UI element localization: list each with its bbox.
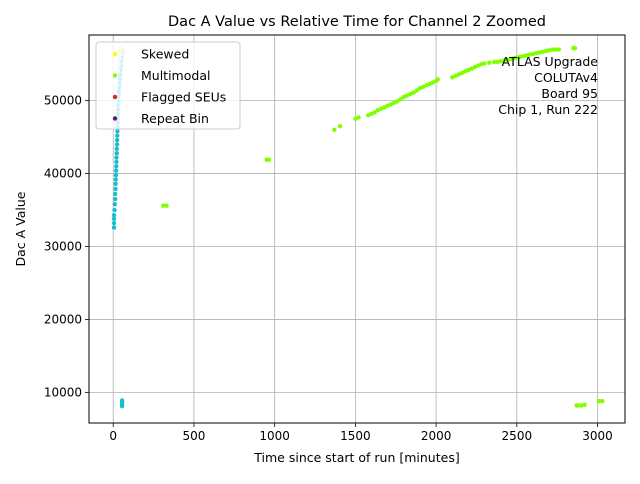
legend-marker [112, 51, 118, 57]
data-points [111, 45, 605, 409]
y-tick-label: 20000 [44, 312, 82, 326]
data-point [356, 115, 361, 120]
data-point [395, 99, 400, 104]
annotation-line: ATLAS Upgrade [502, 54, 599, 69]
data-point [119, 398, 125, 403]
legend-label: Repeat Bin [141, 111, 209, 126]
data-point [575, 403, 581, 408]
data-point [111, 225, 117, 230]
data-point [596, 398, 602, 404]
legend-marker [112, 73, 118, 78]
data-point [111, 212, 117, 218]
data-point [114, 159, 119, 165]
data-point [112, 191, 118, 197]
data-point [411, 90, 416, 95]
x-tick-label: 1000 [259, 429, 290, 443]
annotation-line: COLUTAv4 [534, 70, 598, 85]
tick-labels: 0 500 1000 1500 2000 2500 3000 10000 20000 30000 4… [44, 94, 613, 443]
x-tick-label: 2500 [502, 429, 533, 443]
data-point [337, 123, 343, 129]
y-axis-label: Dac A Value [13, 191, 28, 266]
data-point [113, 181, 118, 186]
data-point [164, 203, 169, 208]
x-tick-label: 0 [109, 429, 117, 443]
data-point [114, 146, 119, 151]
data-point [582, 402, 587, 407]
x-tick-label: 3000 [582, 429, 613, 443]
legend-label: Multimodal [141, 68, 210, 83]
data-point [114, 164, 119, 169]
data-point [435, 77, 440, 82]
y-tick-label: 10000 [44, 385, 82, 399]
data-point [482, 61, 487, 66]
x-tick-label: 500 [182, 429, 205, 443]
chart-title: Dac A Value vs Relative Time for Channel… [168, 14, 546, 30]
data-point [556, 47, 562, 52]
data-point [332, 127, 337, 133]
grid [89, 35, 625, 423]
x-axis-label: Time since start of run [minutes] [253, 450, 459, 465]
data-point [113, 172, 119, 178]
data-point [115, 133, 120, 138]
x-tick-label: 1500 [340, 429, 371, 443]
y-tick-label: 50000 [44, 94, 82, 108]
series-multimodal [161, 45, 605, 408]
data-point [114, 137, 120, 143]
data-point [553, 47, 558, 52]
data-point [113, 177, 119, 182]
data-point [600, 398, 605, 404]
legend-label: Flagged SEUs [141, 90, 226, 105]
data-point [112, 202, 118, 207]
data-point [113, 186, 118, 192]
axes [85, 34, 626, 427]
data-point [111, 220, 117, 226]
plot-frame [88, 34, 626, 424]
data-point [398, 96, 403, 102]
legend-box [95, 41, 241, 130]
data-point [266, 157, 272, 162]
data-point [113, 168, 119, 173]
legend-marker [112, 94, 118, 100]
data-point [372, 110, 377, 115]
data-point [414, 88, 419, 93]
legend: Skewed Multimodal Flagged SEUs Repeat Bin [95, 41, 241, 130]
legend-marker [112, 116, 118, 121]
data-point [487, 60, 492, 65]
x-tick-label: 2000 [421, 429, 452, 443]
data-point [572, 45, 578, 51]
data-point [550, 47, 555, 52]
annotation-line: Chip 1, Run 222 [498, 102, 598, 117]
data-point [115, 129, 120, 134]
data-point [492, 59, 497, 65]
y-tick-label: 30000 [44, 240, 82, 254]
data-point [114, 150, 119, 156]
data-point [161, 203, 166, 208]
data-point [112, 196, 118, 202]
y-tick-label: 40000 [44, 167, 82, 181]
data-point [111, 216, 117, 221]
data-point [114, 142, 120, 147]
legend-label: Skewed [141, 47, 189, 62]
annotation-line: Board 95 [541, 86, 598, 101]
data-point [114, 155, 119, 160]
data-point [112, 207, 117, 213]
